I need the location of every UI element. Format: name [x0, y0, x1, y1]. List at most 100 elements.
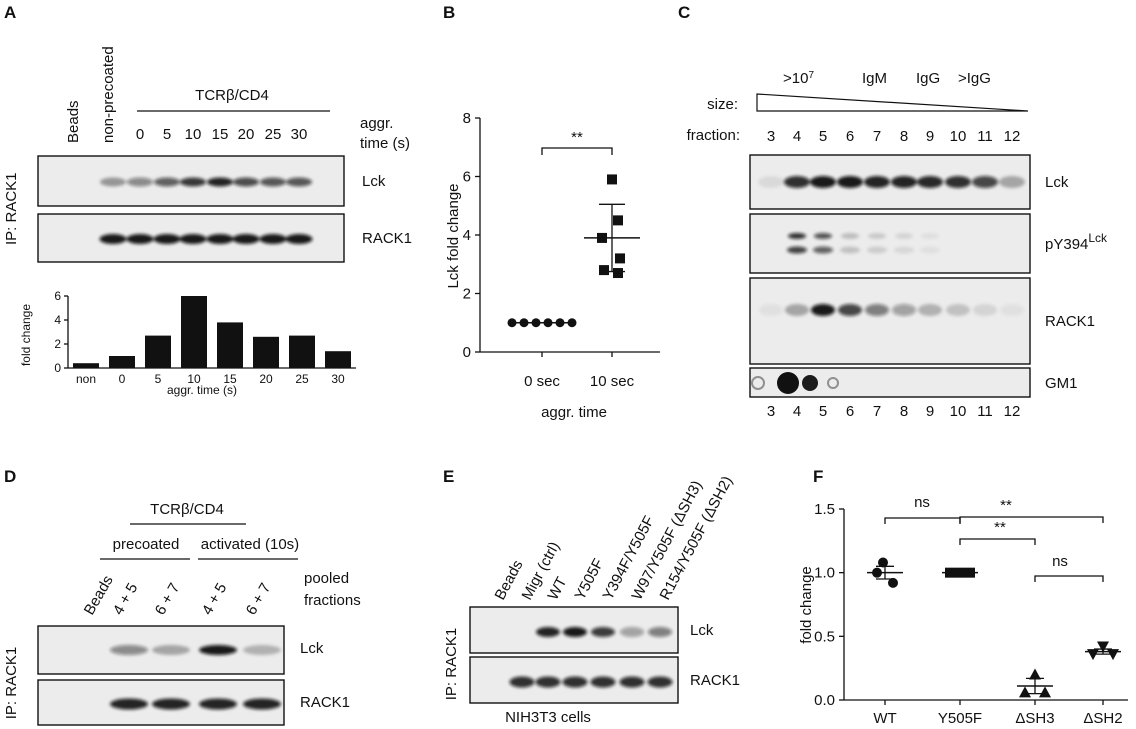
y-tick-label: 0	[463, 344, 471, 361]
panel-f-sig-ns-2: ns	[1052, 553, 1068, 570]
rack1-band	[199, 698, 237, 710]
fraction-number: 5	[819, 403, 827, 420]
lck-band	[127, 177, 153, 187]
panel-d-pooled-1: pooled	[304, 570, 349, 587]
panel-b-ylabel: Lck fold change	[445, 183, 462, 288]
y-tick-label: 0	[54, 361, 61, 375]
bar	[73, 363, 99, 368]
rack1-band	[918, 304, 942, 316]
fraction-number: 9	[926, 403, 934, 420]
gm1-dot	[802, 375, 818, 391]
rack1-band	[811, 304, 835, 316]
panel-d-ip-label: IP: RACK1	[3, 647, 20, 720]
py394-band	[895, 233, 913, 239]
data-point-triangle-up	[1019, 686, 1031, 698]
py394-band	[894, 246, 914, 254]
rack1-band	[838, 304, 862, 316]
panel-b-scatter: 0 2 4 6 8 0 sec 10 sec	[463, 110, 660, 390]
py394-band	[921, 233, 939, 239]
panel-a-bar-chart: 0 2 4 6 non 0 5 10 15 20 25 30	[54, 289, 356, 386]
panel-d-blot-lck-label: Lck	[300, 640, 324, 657]
x-tick-label: ΔSH3	[1015, 710, 1054, 727]
rack1-band	[946, 304, 970, 316]
panel-d-sub-precoated: precoated	[113, 536, 180, 553]
rack1-band	[259, 234, 287, 244]
data-point-triangle-up	[1039, 686, 1051, 698]
lck-band	[243, 645, 281, 655]
lck-band	[563, 627, 587, 637]
y-tick-label: 0.0	[814, 692, 835, 709]
lck-band	[891, 176, 917, 188]
lck-band	[536, 627, 560, 637]
x-tick-label: WT	[873, 710, 896, 727]
panel-b-label: B	[443, 3, 455, 22]
panel-d-group-label: TCRβ/CD4	[150, 501, 224, 518]
fraction-number: 3	[767, 403, 775, 420]
x-tick-label: Y505F	[938, 710, 982, 727]
lane-label: 4 + 5	[110, 580, 142, 618]
rack1-band	[892, 304, 916, 316]
data-point-circle	[878, 557, 888, 568]
x-tick-label: 30	[331, 372, 345, 386]
panel-c-fraction-label: fraction:	[687, 127, 740, 144]
fraction-number: 12	[1004, 128, 1021, 145]
panel-a-lane-nonprecoated: non-precoated	[100, 46, 117, 143]
lck-band	[810, 176, 836, 188]
py394-band	[868, 233, 886, 239]
gm1-dot	[751, 376, 765, 390]
fraction-number: 11	[977, 128, 993, 145]
y-tick-label: 4	[54, 313, 61, 327]
x-tick-label: 10	[187, 372, 201, 386]
x-tick-label: 5	[155, 372, 162, 386]
y-tick-label: 4	[463, 227, 471, 244]
y-tick-label: 2	[463, 286, 471, 303]
y-tick-label: 6	[54, 289, 61, 303]
lck-band	[154, 177, 180, 187]
rack1-band	[232, 234, 260, 244]
y-tick-label: 0.5	[814, 628, 835, 645]
rack1-band	[619, 676, 645, 688]
data-point-triangle-down	[1097, 641, 1109, 653]
rack1-band	[152, 698, 190, 710]
x-tick-label: ΔSH2	[1083, 710, 1122, 727]
rack1-band	[759, 304, 783, 316]
panel-f-ylabel: fold change	[798, 566, 815, 644]
panel-a-ip-label: IP: RACK1	[3, 172, 20, 245]
fraction-number: 7	[873, 403, 881, 420]
rack1-band	[1000, 304, 1024, 316]
data-point-square	[599, 265, 609, 276]
panel-f-scatter: 0.0 0.5 1.0 1.5 WT Y505F ΔSH3 ΔSH2	[814, 501, 1128, 727]
py394-band	[787, 246, 807, 254]
bar	[109, 356, 135, 368]
panel-a-blot-rack1-label: RACK1	[362, 230, 412, 247]
gm1-dot	[827, 377, 839, 389]
lane-label: WT	[545, 574, 571, 603]
lane-label: 6 + 7	[152, 580, 184, 618]
y-tick-label: 2	[54, 337, 61, 351]
data-point-triangle-up	[1029, 668, 1041, 680]
panel-a: A Beads non-precoated TCRβ/CD4 0 5 10 15 20 2…	[3, 3, 412, 397]
panel-a-blot-lck-label: Lck	[362, 173, 386, 190]
py394-band	[867, 246, 887, 254]
bar	[289, 335, 315, 368]
rack1-band	[785, 304, 809, 316]
fraction-number: 4	[793, 403, 801, 420]
panel-e-blot-rack1-label: RACK1	[690, 672, 740, 689]
panel-d-label: D	[4, 467, 16, 486]
rack1-band	[110, 698, 148, 710]
lck-band	[784, 176, 810, 188]
bar	[325, 351, 351, 368]
panel-a-time-tick: 30	[291, 126, 308, 143]
fraction-number: 6	[846, 128, 854, 145]
rack1-band	[243, 698, 281, 710]
panel-a-bar-ylabel: fold change	[19, 304, 33, 366]
bar	[253, 336, 279, 368]
lane-label: 6 + 7	[243, 580, 275, 618]
y-tick-label: 8	[463, 110, 471, 127]
panel-c-py394-blot	[749, 213, 1031, 274]
panel-b-significance: **	[571, 129, 583, 146]
py394-band	[814, 233, 832, 239]
bracket-ns-wt-y505f	[884, 517, 961, 524]
panel-a-time-tick: 0	[136, 126, 144, 143]
panel-b: B 0 2 4 6 8 0 sec 10 sec Lck fold change aggr.…	[443, 3, 660, 421]
